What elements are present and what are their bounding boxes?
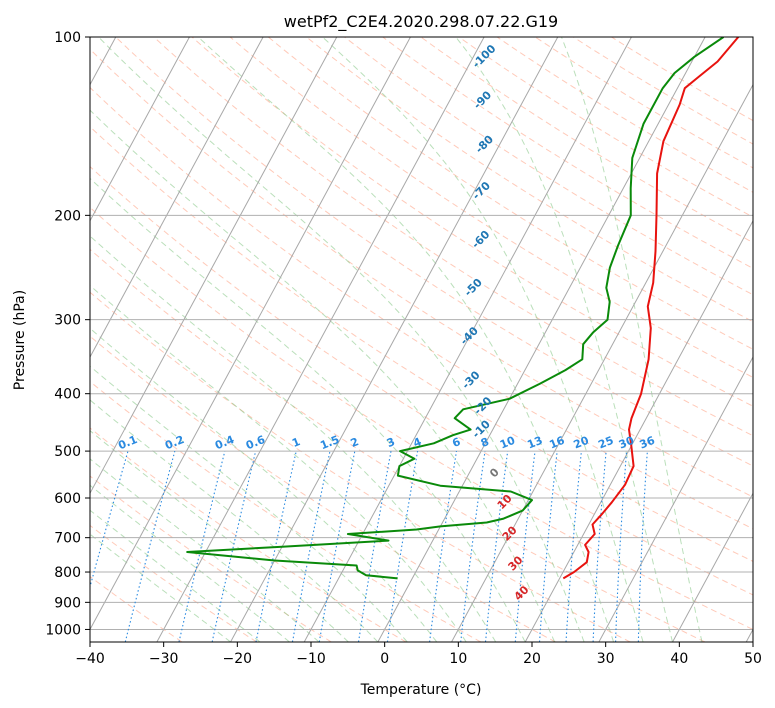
moist-adiabat-line xyxy=(90,484,290,642)
y-tick-label: 400 xyxy=(54,387,81,403)
moist-adiabat-line xyxy=(90,109,556,642)
moist-adiabat-line xyxy=(90,177,526,642)
y-tick-label: 600 xyxy=(54,491,81,507)
mixing-ratio-line xyxy=(255,450,297,642)
mixing-ratio-label: 16 xyxy=(547,434,566,452)
moist-adiabat-line xyxy=(90,430,349,642)
moist-adiabat-line xyxy=(90,458,320,642)
isotherm-line xyxy=(377,37,706,642)
x-tick-label: −30 xyxy=(149,651,179,667)
mixing-ratio-label: 10 xyxy=(498,434,517,452)
mixing-ratio-label: 8 xyxy=(479,435,491,450)
y-tick-label: 1000 xyxy=(45,622,81,638)
moist-adiabat-line xyxy=(90,235,497,642)
dry-adiabat-line xyxy=(90,335,556,642)
dewpoint-line xyxy=(186,37,725,580)
dry-adiabat-line xyxy=(115,37,753,467)
dry-adiabat-line xyxy=(90,248,706,642)
x-tick-label: −40 xyxy=(75,651,105,667)
moist-adiabat-line xyxy=(90,399,379,642)
moist-adiabat-line xyxy=(98,37,585,642)
mixing-ratio-label: 13 xyxy=(525,434,544,452)
isotherm-line xyxy=(90,37,338,495)
y-tick-label: 200 xyxy=(54,208,81,224)
x-tick-label: −10 xyxy=(296,651,326,667)
y-tick-label: 700 xyxy=(54,531,81,547)
mixing-ratio-line xyxy=(514,451,536,642)
y-tick-label: 100 xyxy=(54,30,81,46)
x-tick-label: 40 xyxy=(670,651,688,667)
dry-adiabat-line xyxy=(90,575,183,642)
isotherm-line xyxy=(672,492,753,642)
y-axis: 100 200 300 400 500 600 700 800 900 1000 xyxy=(45,30,90,638)
mixing-ratio-label: 30 xyxy=(617,434,636,452)
y-tick-label: 500 xyxy=(54,444,81,460)
x-tick-label: −20 xyxy=(223,651,253,667)
moist-adiabat-line xyxy=(90,327,438,642)
plot-frame xyxy=(89,36,754,643)
mixing-ratio-label: 20 xyxy=(572,434,591,452)
dry-adiabat-line xyxy=(90,380,482,642)
moist-adiabat-line xyxy=(561,37,703,642)
moist-adiabat-line xyxy=(197,37,615,642)
dry-adiabat-line xyxy=(153,37,753,437)
mixing-ratio-label: 2 xyxy=(349,435,361,450)
mixing-ratio-line xyxy=(386,451,419,642)
y-tick-label: 800 xyxy=(54,565,81,581)
x-tick-label: 10 xyxy=(449,651,467,667)
x-tick-label: 20 xyxy=(523,651,541,667)
isotherm-line xyxy=(90,37,411,631)
dry-adiabat-line xyxy=(90,206,753,630)
dry-adiabat-line xyxy=(90,475,332,642)
mixing-ratio-line xyxy=(538,451,558,642)
background-lines xyxy=(90,37,753,642)
y-tick-label: 300 xyxy=(54,313,81,329)
isotherm-line xyxy=(90,37,190,222)
temperature-line xyxy=(562,37,740,580)
isotherm-line xyxy=(90,37,264,359)
mixing-ratio-line xyxy=(90,450,129,589)
moist-adiabat-line xyxy=(322,37,644,642)
isotherm-line xyxy=(451,83,753,642)
profile-lines xyxy=(186,37,740,580)
y-tick-label: 900 xyxy=(54,595,81,611)
mixing-ratio-line xyxy=(429,451,458,642)
mixing-ratio-line xyxy=(460,451,486,642)
mixing-ratio-line xyxy=(211,450,257,642)
isotherm-line xyxy=(598,356,753,642)
x-tick-label: 30 xyxy=(597,651,615,667)
moist-adiabat-line xyxy=(90,284,467,642)
mixing-ratio-line xyxy=(124,450,176,642)
moist-adiabat-line xyxy=(455,37,673,642)
dry-adiabat-line xyxy=(90,165,753,596)
y-axis-label: Pressure (hPa) xyxy=(12,290,28,390)
mixing-ratio-line xyxy=(565,451,582,642)
mixing-ratio-line xyxy=(178,450,226,642)
dry-adiabat-line xyxy=(90,48,753,498)
mixing-ratio-line xyxy=(484,451,509,642)
isotherm-line xyxy=(524,219,753,642)
isotherm-line xyxy=(230,37,559,642)
dry-adiabat-line xyxy=(90,291,631,642)
x-axis: −40 −30 −20 −10 0 10 20 30 40 50 xyxy=(75,642,762,667)
isotherm-line xyxy=(303,37,632,642)
mixing-ratio-label: 3 xyxy=(385,435,397,450)
dry-adiabat-line xyxy=(267,37,753,350)
x-axis-label: Temperature (°C) xyxy=(360,682,482,698)
mixing-ratio-label: 25 xyxy=(596,434,615,452)
dry-adiabat-line xyxy=(306,37,753,323)
x-tick-label: 50 xyxy=(744,651,762,667)
x-tick-label: 0 xyxy=(380,651,389,667)
mixing-ratio-label: 36 xyxy=(638,434,657,452)
isotherm-line xyxy=(156,37,485,642)
chart-title: wetPf2_C2E4.2020.298.07.22.G19 xyxy=(284,12,558,32)
mixing-ratio-label: 1 xyxy=(290,435,302,450)
